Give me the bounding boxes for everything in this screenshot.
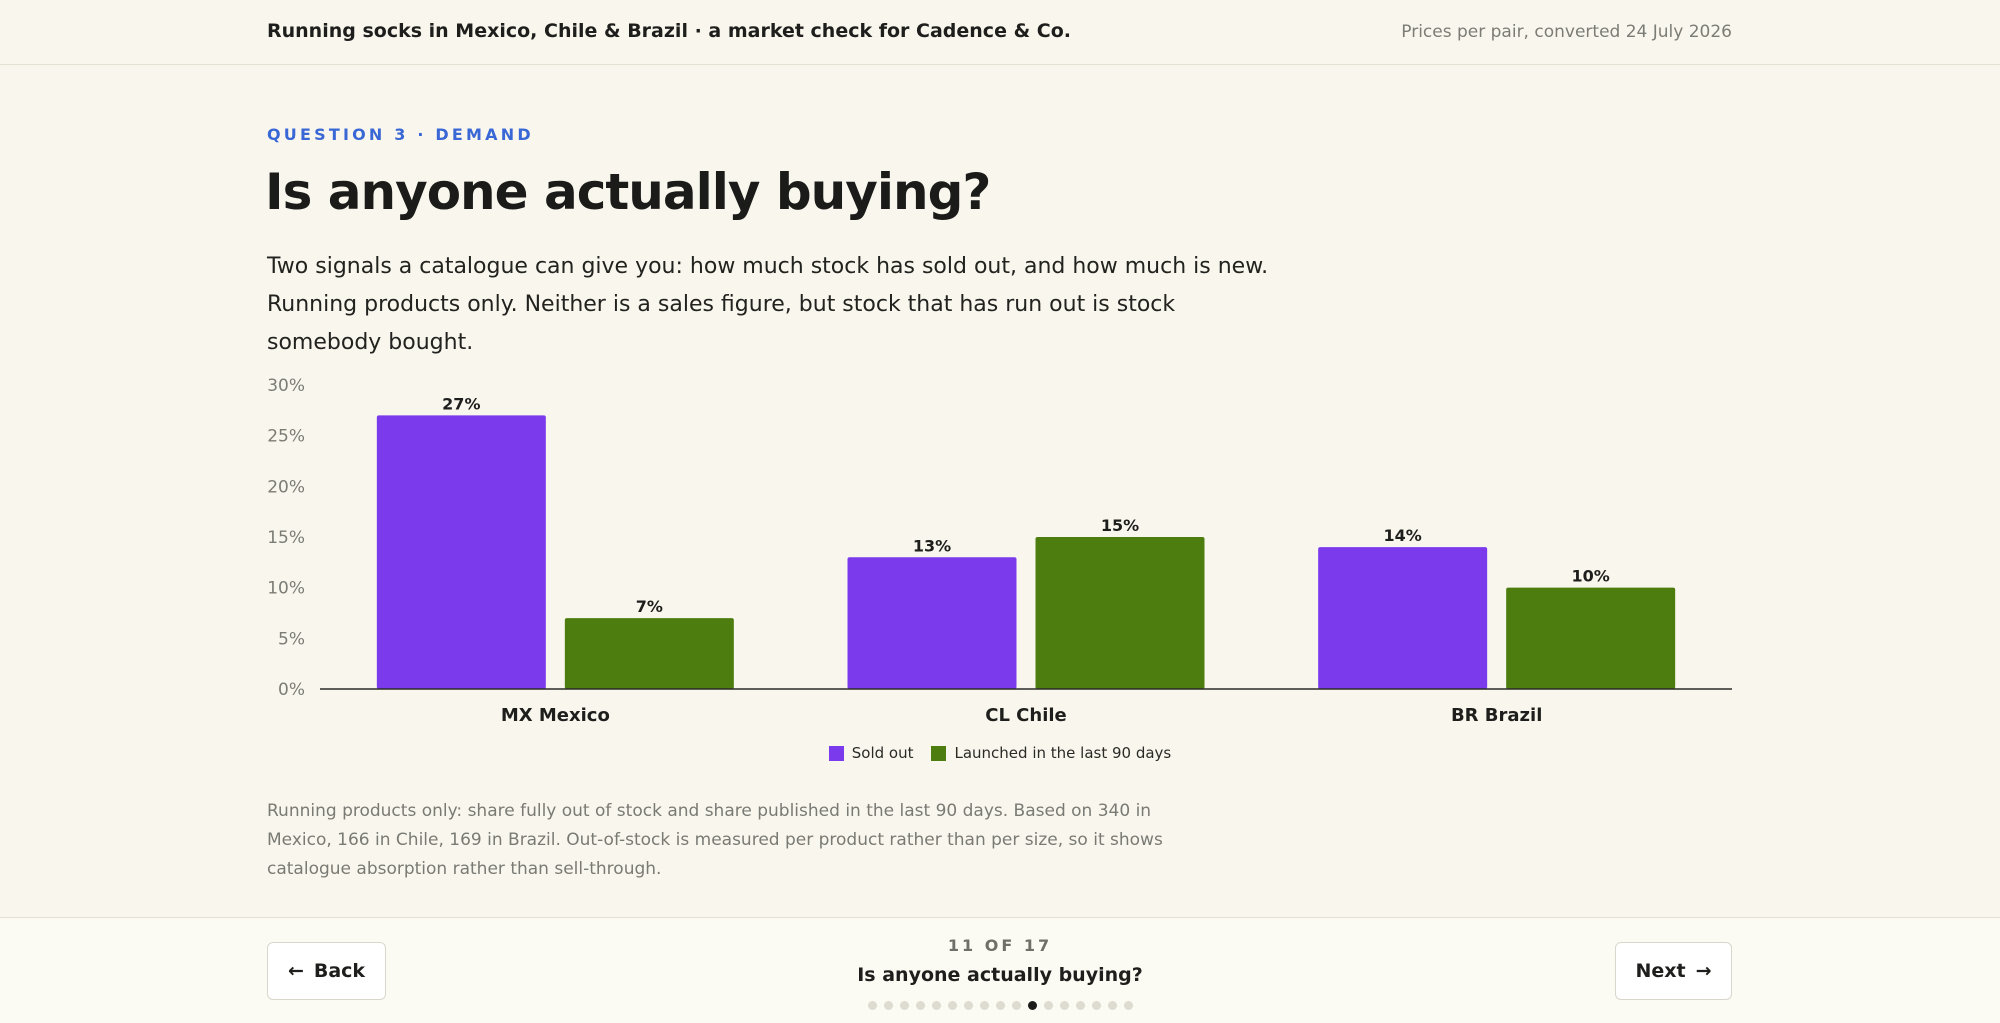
y-tick-label: 5% [278,629,305,649]
intro-paragraph: Two signals a catalogue can give you: ho… [267,254,1269,355]
next-button-label: Next [1635,960,1686,982]
chart-footnote: Running products only: share fully out o… [267,801,1163,879]
bar-value-label: 27% [442,394,480,413]
legend-label: Sold out [851,744,914,762]
progress-dot[interactable] [1027,1001,1037,1010]
progress-indicator: 11 OF 17 Is anyone actually buying? [0,936,2000,986]
progress-dot[interactable] [1107,1001,1117,1010]
progress-dot[interactable] [1123,1001,1133,1010]
chart-legend: Sold out Launched in the last 90 days [0,744,2000,762]
y-tick-label: 25% [267,427,305,447]
progress-dot[interactable] [1075,1001,1085,1010]
progress-dot[interactable] [947,1001,957,1010]
progress-dot[interactable] [963,1001,973,1010]
bar-group: 27% 7% 13% 15% 14% 10% [376,394,1676,689]
report-title: Running socks in Mexico, Chile & Brazil … [267,20,1071,42]
progress-dot[interactable] [867,1001,877,1010]
legend-item: Sold out [828,744,914,762]
progress-dot[interactable] [899,1001,909,1010]
progress-dots [0,1001,2000,1010]
bar [1506,587,1676,689]
back-button-label: Back [313,960,366,982]
demand-bar-chart: 0% 5% 10% 15% 20% 25% 30% 27% 7% 13% 15% 14% 10% MX… [267,376,1732,726]
y-tick-label: 10% [267,579,305,599]
progress-dot[interactable] [979,1001,989,1010]
progress-dot[interactable] [883,1001,893,1010]
bar-value-label: 13% [913,536,951,555]
y-tick-label: 30% [267,376,305,396]
bottom-navigation: ← Back 11 OF 17 Is anyone actually buyin… [0,917,2000,1023]
bar-value-label: 15% [1101,516,1139,535]
arrow-right-icon: → [1695,960,1712,982]
next-button[interactable]: Next → [1615,942,1732,1000]
progress-title: Is anyone actually buying? [857,964,1143,986]
y-tick-label: 15% [267,528,305,548]
progress-dot[interactable] [1059,1001,1069,1010]
bar-value-label: 7% [636,597,663,616]
bar [847,557,1017,689]
progress-dot[interactable] [1091,1001,1101,1010]
y-axis: 0% 5% 10% 15% 20% 25% 30% [267,376,305,700]
y-tick-label: 20% [267,477,305,497]
x-category-label: BR Brazil [1451,705,1542,726]
bar [1035,537,1205,689]
progress-dot[interactable] [1011,1001,1021,1010]
y-tick-label: 0% [278,680,305,700]
arrow-left-icon: ← [287,960,304,982]
bar [564,618,734,689]
question-eyebrow: QUESTION 3 · DEMAND [267,125,534,144]
bar-value-label: 10% [1572,567,1610,586]
legend-swatch [828,745,844,761]
legend-item: Launched in the last 90 days [931,744,1171,762]
price-conversion-note: Prices per pair, converted 24 July 2026 [1401,22,1732,42]
x-axis: MX Mexico CL Chile BR Brazil [320,688,1732,726]
progress-count: 11 OF 17 [947,936,1053,955]
top-bar: Running socks in Mexico, Chile & Brazil … [0,0,2000,65]
progress-dot[interactable] [915,1001,925,1010]
x-category-label: MX Mexico [501,705,610,726]
progress-dot[interactable] [995,1001,1005,1010]
progress-dot[interactable] [931,1001,941,1010]
bar-value-label: 14% [1384,526,1422,545]
bar [1318,547,1488,689]
back-button[interactable]: ← Back [267,942,386,1000]
x-category-label: CL Chile [985,705,1067,726]
page-title: Is anyone actually buying? [265,163,991,221]
progress-dot[interactable] [1043,1001,1053,1010]
bar [376,415,546,689]
legend-swatch [931,745,947,761]
legend-label: Launched in the last 90 days [954,744,1172,762]
